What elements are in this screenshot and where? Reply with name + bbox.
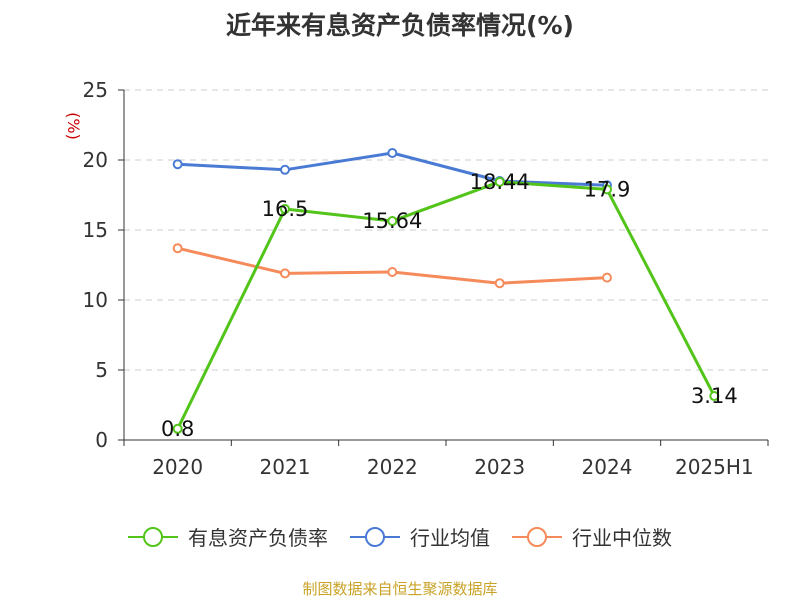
legend-item-industry-median[interactable]: 行业中位数	[512, 522, 672, 551]
data-point[interactable]	[494, 278, 505, 289]
data-point[interactable]	[387, 216, 398, 227]
legend-label-industry-median: 行业中位数	[572, 526, 672, 550]
source-note: 制图数据来自恒生聚源数据库	[302, 580, 498, 598]
data-label: 0.8	[161, 417, 194, 441]
x-tick-label: 2021	[260, 455, 311, 479]
y-tick-label: 5	[95, 358, 108, 382]
y-tick-label: 10	[83, 288, 108, 312]
data-point[interactable]	[172, 243, 183, 254]
data-point[interactable]	[280, 204, 290, 214]
data-point[interactable]	[387, 267, 398, 277]
data-label: 3.14	[691, 384, 738, 408]
x-tick-label: 2023	[474, 455, 525, 479]
data-label: 17.9	[584, 177, 631, 201]
data-point[interactable]	[172, 423, 183, 434]
axes: 0 5 10 15 20 25 2020 2021 2022 2023 2024 2025H1 (%)	[64, 78, 769, 479]
legend-label-ratio: 有息资产负债率	[188, 526, 328, 550]
legend-marker-industry-median	[512, 526, 562, 547]
data-point[interactable]	[709, 391, 720, 402]
series-line-0	[176, 180, 716, 430]
legend: 有息资产负债率 行业均值 行业中位数	[0, 522, 800, 551]
data-point[interactable]	[280, 268, 290, 279]
data-point[interactable]	[172, 159, 183, 170]
y-tick-label: 25	[83, 78, 108, 102]
data-label: 16.5	[262, 197, 309, 221]
data-point[interactable]	[602, 272, 612, 283]
data-label: 18.44	[470, 170, 530, 194]
x-tick-label: 2022	[367, 455, 418, 479]
data-point[interactable]	[387, 148, 398, 158]
data-point[interactable]	[280, 164, 290, 175]
y-tick-label: 0	[95, 428, 108, 452]
data-label: 15.64	[362, 209, 422, 233]
x-tick-label: 2024	[582, 455, 633, 479]
chart-title: 近年来有息资产负债率情况(%)	[226, 11, 574, 40]
legend-marker-ratio	[128, 526, 178, 547]
data-point[interactable]	[494, 176, 505, 187]
data-point[interactable]	[602, 184, 612, 195]
legend-label-industry-avg: 行业均值	[410, 526, 490, 550]
x-tick-label: 2025H1	[675, 455, 754, 479]
y-axis-label: (%)	[64, 112, 83, 140]
y-tick-label: 15	[83, 218, 108, 242]
x-tick-label: 2020	[152, 455, 203, 479]
legend-item-ratio[interactable]: 有息资产负债率	[128, 522, 328, 551]
legend-item-industry-avg[interactable]: 行业均值	[350, 522, 490, 551]
grid-lines	[124, 89, 768, 371]
legend-marker-industry-avg	[350, 526, 400, 547]
series-lines	[172, 148, 720, 434]
series-line-2	[177, 246, 608, 285]
data-labels: 0.8 16.5 15.64 18.44 17.9 3.14	[161, 170, 738, 441]
y-tick-label: 20	[83, 148, 108, 172]
